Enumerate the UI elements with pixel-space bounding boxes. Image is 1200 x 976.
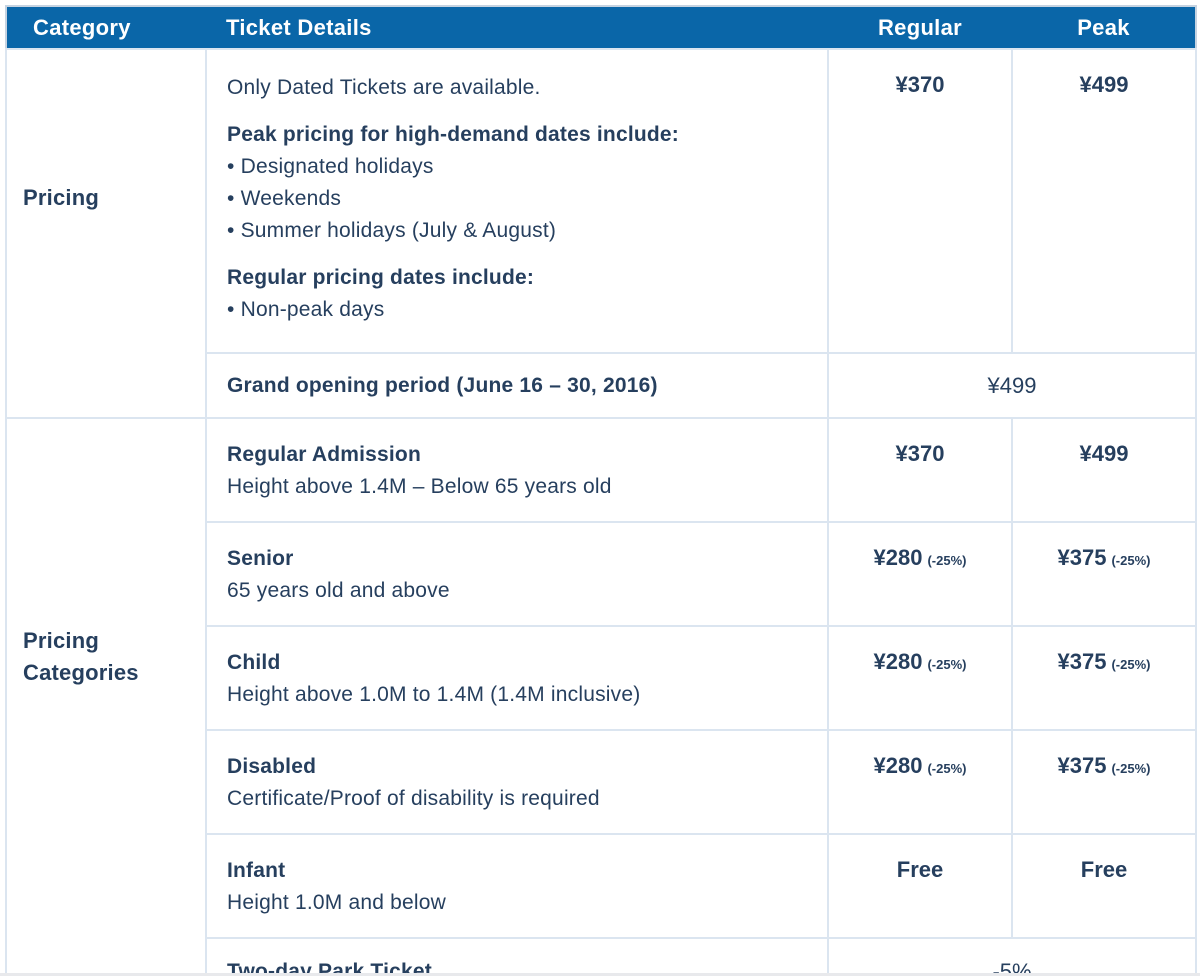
- row-title: Regular Admission: [227, 443, 421, 466]
- discount-note: (-25%): [1111, 553, 1151, 568]
- pricing-peak-price: ¥499: [1011, 48, 1197, 354]
- peak-bullet-item: Summer holidays (July & August): [227, 215, 809, 247]
- price-value: ¥280: [873, 545, 923, 570]
- row-title: Child: [227, 651, 281, 674]
- discount-note: (-25%): [927, 553, 967, 568]
- row-peak-price: ¥375 (-25%): [1011, 625, 1197, 731]
- price-value: Free: [1080, 857, 1128, 882]
- table-header: Category Ticket Details Regular Peak: [6, 6, 1196, 49]
- ticket-pricing-table: Category Ticket Details Regular Peak Pri…: [5, 5, 1197, 976]
- price-value: ¥375: [1057, 649, 1107, 674]
- peak-bullet-item: Weekends: [227, 183, 809, 215]
- row-detail-cell: Infant Height 1.0M and below: [205, 833, 829, 939]
- price-value: ¥499: [1079, 441, 1129, 466]
- header-peak: Peak: [1012, 6, 1196, 49]
- row-regular-price: ¥370: [827, 417, 1013, 523]
- discount-note: (-25%): [1111, 657, 1151, 672]
- header-row: Category Ticket Details Regular Peak: [6, 6, 1196, 49]
- row-peak-price: ¥499: [1011, 417, 1197, 523]
- row-detail-cell: Regular Admission Height above 1.4M – Be…: [205, 417, 829, 523]
- category-row-senior: Senior 65 years old and above ¥280 (-25%)…: [6, 521, 1197, 627]
- pricing-regular-price: ¥370: [827, 48, 1013, 354]
- category-row-disabled: Disabled Certificate/Proof of disability…: [6, 729, 1197, 835]
- grand-opening-row: Grand opening period (June 16 – 30, 2016…: [6, 352, 1197, 419]
- category-row-regular-admission: Pricing Categories Regular Admission Hei…: [5, 417, 1197, 976]
- row-title: Senior: [227, 547, 294, 570]
- row-description: Height above 1.0M to 1.4M (1.4M inclusiv…: [227, 683, 641, 706]
- two-day-ticket-row: Two-day Park Ticket -5%: [6, 937, 1197, 976]
- row-regular-price: ¥280 (-25%): [827, 625, 1013, 731]
- price-value: ¥370: [895, 441, 945, 466]
- header-category: Category: [6, 6, 206, 49]
- peak-bullet-item: Designated holidays: [227, 151, 809, 183]
- price-value: ¥375: [1057, 545, 1107, 570]
- ticket-pricing-page: Category Ticket Details Regular Peak Pri…: [0, 5, 1200, 976]
- price-value: Free: [896, 857, 944, 882]
- row-description: Certificate/Proof of disability is requi…: [227, 787, 600, 810]
- grand-opening-label: Grand opening period (June 16 – 30, 2016…: [205, 352, 829, 419]
- category-row-child: Child Height above 1.0M to 1.4M (1.4M in…: [6, 625, 1197, 731]
- pricing-details-cell: Only Dated Tickets are available. Peak p…: [205, 48, 829, 354]
- regular-pricing-heading: Regular pricing dates include:: [227, 266, 535, 289]
- row-peak-price: ¥375 (-25%): [1011, 521, 1197, 627]
- grand-opening-price: ¥499: [827, 352, 1197, 419]
- row-title: Disabled: [227, 755, 317, 778]
- row-detail-cell: Child Height above 1.0M to 1.4M (1.4M in…: [205, 625, 829, 731]
- row-title: Infant: [227, 859, 286, 882]
- row-regular-price: ¥280 (-25%): [827, 521, 1013, 627]
- row-detail-cell: Senior 65 years old and above: [205, 521, 829, 627]
- price-value: ¥280: [873, 649, 923, 674]
- price-value: ¥375: [1057, 753, 1107, 778]
- discount-note: (-25%): [1111, 761, 1151, 776]
- row-regular-price: Free: [827, 833, 1013, 939]
- header-regular: Regular: [828, 6, 1012, 49]
- discount-note: (-25%): [927, 761, 967, 776]
- category-cell-pricing: Pricing: [5, 48, 207, 419]
- peak-pricing-heading: Peak pricing for high-demand dates inclu…: [227, 123, 679, 146]
- row-peak-price: Free: [1011, 833, 1197, 939]
- row-regular-price: ¥280 (-25%): [827, 729, 1013, 835]
- category-row-infant: Infant Height 1.0M and below Free Free: [6, 833, 1197, 939]
- regular-bullet-item: Non-peak days: [227, 294, 809, 326]
- row-peak-price: ¥375 (-25%): [1011, 729, 1197, 835]
- row-description: Height 1.0M and below: [227, 891, 446, 914]
- row-description: 65 years old and above: [227, 579, 450, 602]
- two-day-ticket-value: -5%: [827, 937, 1197, 976]
- category-cell-pricing-categories: Pricing Categories: [5, 417, 207, 976]
- price-value: ¥280: [873, 753, 923, 778]
- pricing-intro-text: Only Dated Tickets are available.: [227, 76, 541, 99]
- row-description: Height above 1.4M – Below 65 years old: [227, 475, 612, 498]
- discount-note: (-25%): [927, 657, 967, 672]
- header-ticket-details: Ticket Details: [206, 6, 828, 49]
- bottom-strip: [0, 973, 1200, 976]
- row-detail-cell: Disabled Certificate/Proof of disability…: [205, 729, 829, 835]
- pricing-details-row: Pricing Only Dated Tickets are available…: [5, 48, 1197, 419]
- two-day-ticket-label: Two-day Park Ticket: [205, 937, 829, 976]
